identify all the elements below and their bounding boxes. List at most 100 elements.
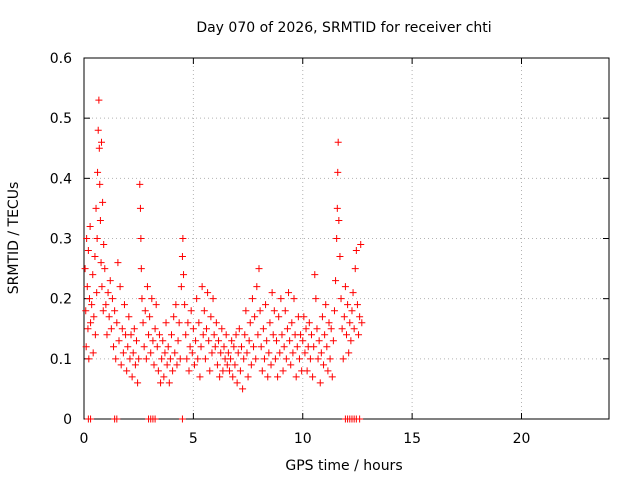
data-point <box>178 415 186 423</box>
data-point <box>120 301 128 309</box>
data-point <box>321 331 329 339</box>
data-point <box>252 355 260 363</box>
data-point <box>235 325 243 333</box>
data-point <box>108 295 116 303</box>
x-tick-label: 0 <box>80 431 89 447</box>
data-point <box>83 283 91 291</box>
data-point <box>180 271 188 279</box>
y-tick-label: 0 <box>63 412 72 428</box>
data-point <box>185 367 193 375</box>
data-point <box>240 355 248 363</box>
data-point <box>196 373 204 381</box>
data-point <box>268 289 276 297</box>
data-point <box>227 355 235 363</box>
data-point <box>278 331 286 339</box>
y-tick-label: 0.3 <box>50 232 72 248</box>
data-point <box>241 331 249 339</box>
data-point <box>258 367 266 375</box>
data-point <box>245 337 253 345</box>
data-point <box>114 259 122 267</box>
data-point <box>260 355 268 363</box>
data-point <box>88 301 96 309</box>
data-point <box>105 313 113 321</box>
data-point <box>224 349 232 357</box>
data-point <box>181 301 189 309</box>
ticks: 0 0.1 0.2 0.3 0.4 0.5 0.6 0 5 10 15 20 <box>50 51 609 447</box>
data-point <box>198 283 206 291</box>
data-point <box>213 361 221 369</box>
data-point <box>93 289 101 297</box>
data-point <box>280 343 288 351</box>
data-point <box>271 355 279 363</box>
data-point <box>85 355 93 363</box>
data-point <box>168 331 175 339</box>
data-point <box>111 307 119 315</box>
data-point <box>85 295 93 303</box>
data-point <box>100 241 108 249</box>
data-point <box>348 307 356 315</box>
data-point <box>124 343 132 351</box>
data-point <box>176 355 184 363</box>
data-point <box>350 325 358 333</box>
data-point <box>238 343 245 351</box>
data-point <box>353 301 361 309</box>
x-tick-label: 20 <box>513 431 531 447</box>
data-point <box>303 367 311 375</box>
grid <box>84 58 609 419</box>
data-point <box>333 204 341 212</box>
data-point <box>289 349 297 357</box>
data-point <box>250 343 258 351</box>
data-point <box>286 337 294 345</box>
data-point <box>256 307 264 315</box>
data-point <box>282 355 290 363</box>
data-point <box>84 325 92 333</box>
data-point <box>231 361 239 369</box>
data-point <box>288 319 296 327</box>
data-point <box>136 204 144 212</box>
data-point <box>99 307 107 315</box>
data-point <box>145 331 153 339</box>
data-point <box>229 373 237 381</box>
data-point <box>236 367 244 375</box>
data-point <box>334 138 342 146</box>
data-point <box>138 295 146 303</box>
data-point <box>277 295 285 303</box>
data-point <box>330 307 338 315</box>
data-point <box>187 307 195 315</box>
data-point <box>299 337 307 345</box>
data-point <box>211 343 219 351</box>
data-point <box>123 367 131 375</box>
data-point <box>155 331 163 339</box>
data-point <box>332 277 340 285</box>
data-point <box>159 337 167 345</box>
data-point <box>182 331 190 339</box>
data-point <box>322 301 330 309</box>
data-point <box>113 415 121 423</box>
data-point <box>246 319 254 327</box>
data-point <box>107 325 115 333</box>
data-point <box>94 126 102 134</box>
data-point <box>333 235 341 242</box>
data-point <box>274 373 282 381</box>
data-point <box>152 301 160 309</box>
data-point <box>82 307 90 315</box>
data-point <box>312 295 320 303</box>
data-point <box>267 361 275 369</box>
data-point <box>251 313 259 321</box>
data-point <box>287 361 295 369</box>
data-point <box>131 361 139 369</box>
data-point <box>90 313 98 321</box>
data-point <box>281 307 289 315</box>
data-point <box>209 295 217 303</box>
data-point <box>295 355 303 363</box>
data-point <box>264 373 272 381</box>
data-point <box>115 337 123 345</box>
data-point <box>89 271 97 279</box>
data-point <box>146 313 154 321</box>
data-point <box>81 265 89 273</box>
data-point <box>346 319 354 327</box>
data-point <box>87 415 95 423</box>
data-point <box>133 337 140 345</box>
data-point <box>341 283 349 291</box>
data-point <box>309 373 317 381</box>
